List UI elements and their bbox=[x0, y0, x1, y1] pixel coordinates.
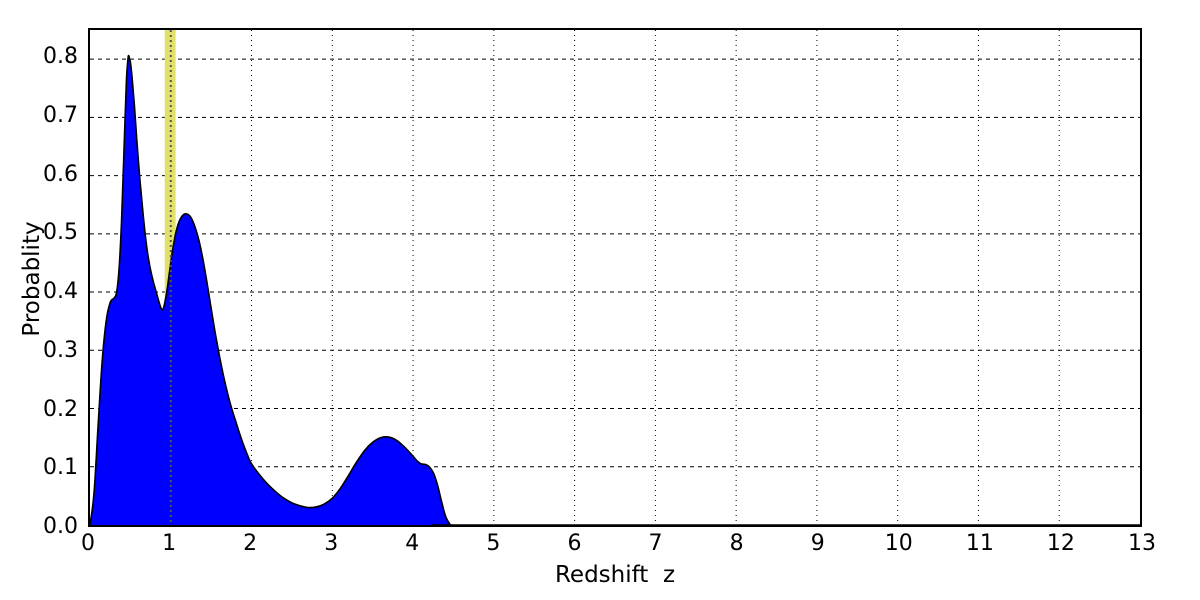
plot-area bbox=[88, 28, 1142, 527]
x-tick-label: 6 bbox=[567, 531, 582, 556]
y-tick-label: 0.4 bbox=[43, 279, 78, 305]
x-tick-label: 7 bbox=[648, 531, 663, 556]
y-tick-label: 0.5 bbox=[43, 220, 78, 246]
y-tick-label: 0.2 bbox=[43, 396, 78, 422]
x-tick-label: 1 bbox=[162, 531, 177, 556]
x-tick-label: 8 bbox=[729, 531, 744, 556]
y-tick-label: 0.7 bbox=[43, 103, 78, 129]
series-areas bbox=[90, 56, 1140, 525]
x-tick-label: 5 bbox=[486, 531, 501, 556]
x-tick-label: 4 bbox=[405, 531, 420, 556]
x-tick-label: 10 bbox=[884, 531, 913, 556]
y-tick-label: 0.1 bbox=[43, 455, 78, 481]
x-tick-label: 2 bbox=[243, 531, 258, 556]
x-tick-label: 12 bbox=[1046, 531, 1075, 556]
y-tick-label: 0.6 bbox=[43, 161, 78, 187]
x-axis-tick-labels: 0 1 2 3 4 5 6 7 8 9 10 11 12 13 bbox=[0, 533, 1200, 563]
x-tick-label: 0 bbox=[81, 531, 95, 556]
series-area-0 bbox=[90, 55, 1140, 525]
series-outline-0 bbox=[90, 56, 1140, 525]
y-axis-tick-labels: 0.0 0.1 0.2 0.3 0.4 0.5 0.6 0.7 0.8 bbox=[0, 0, 78, 600]
x-axis-title: Redshift z bbox=[554, 562, 676, 588]
grid-lines bbox=[90, 30, 1140, 525]
x-tick-label: 3 bbox=[324, 531, 339, 556]
y-tick-label: 0.0 bbox=[43, 514, 78, 539]
y-tick-label: 0.8 bbox=[43, 44, 78, 70]
plot-svg bbox=[90, 30, 1140, 525]
y-axis-title: Probablity bbox=[19, 221, 45, 337]
y-tick-label: 0.3 bbox=[43, 337, 78, 363]
x-tick-label: 13 bbox=[1128, 531, 1156, 556]
x-tick-label: 11 bbox=[965, 531, 994, 556]
x-tick-label: 9 bbox=[810, 531, 825, 556]
